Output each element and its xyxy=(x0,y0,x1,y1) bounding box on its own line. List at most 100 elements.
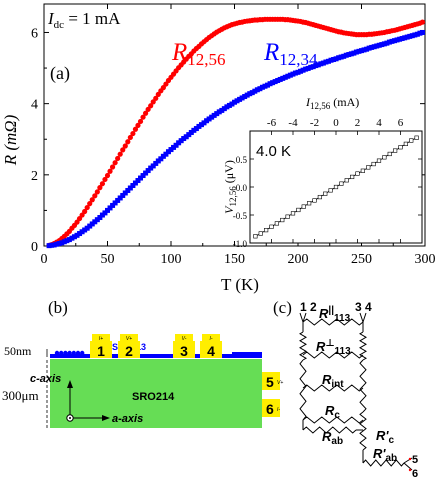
blue-data-point xyxy=(244,92,250,98)
resistor-r-perp-113 xyxy=(302,351,364,359)
y-tick-label: 6 xyxy=(31,26,38,41)
blue-data-point xyxy=(361,47,367,53)
blue-data-point xyxy=(89,221,95,227)
blue-data-point xyxy=(188,129,194,135)
panel-a-label: (a) xyxy=(50,63,70,84)
blue-data-point xyxy=(94,217,100,223)
blue-data-point xyxy=(270,80,276,86)
blue-data-point xyxy=(56,241,62,247)
a-axis-arrowhead xyxy=(102,415,110,421)
blue-data-point xyxy=(277,76,283,82)
blue-data-point xyxy=(198,122,204,128)
blue-data-point xyxy=(419,29,425,35)
blue-data-point xyxy=(280,75,286,81)
blue-data-point xyxy=(384,40,390,46)
blue-data-point xyxy=(92,219,98,225)
blue-data-point xyxy=(267,81,273,87)
blue-data-point xyxy=(366,45,372,51)
red-data-point xyxy=(127,134,133,141)
c-axis-arrowhead xyxy=(67,380,73,388)
blue-data-point xyxy=(160,153,166,159)
blue-data-point xyxy=(97,215,103,221)
blue-data-point xyxy=(292,70,298,76)
blue-data-point xyxy=(242,94,248,100)
blue-data-point xyxy=(102,210,108,216)
inset-data-point xyxy=(323,191,328,196)
blue-data-point xyxy=(153,160,159,166)
red-data-point xyxy=(122,143,128,149)
inset-data-point xyxy=(376,158,382,163)
blue-data-point xyxy=(120,192,126,198)
side-contact-5: 5 V+ xyxy=(262,372,283,390)
label-r-int: Rint xyxy=(322,372,344,390)
red-data-point xyxy=(132,126,139,132)
resistor-r-prime-c xyxy=(359,411,367,451)
contact-pad-1: I+1 xyxy=(90,334,112,359)
inset-data-point xyxy=(307,201,312,206)
blue-data-point xyxy=(229,101,235,107)
inset-x-tick-label: -2 xyxy=(310,117,319,129)
blue-data-point xyxy=(171,144,177,150)
blue-data-point xyxy=(196,123,202,129)
contact-tag: I+ xyxy=(99,336,103,342)
side-contact-pad xyxy=(262,399,280,417)
blue-data-point xyxy=(204,118,210,124)
blue-data-point xyxy=(46,243,52,249)
blue-data-point xyxy=(399,36,405,42)
blue-data-point xyxy=(224,104,230,110)
blue-data-point xyxy=(181,136,187,142)
inset-data-point xyxy=(328,188,333,193)
blue-data-point xyxy=(257,86,263,92)
circuit-node-6: 6 xyxy=(412,468,418,480)
blue-data-point xyxy=(252,88,258,94)
label-r-perp-113: R⊥113 xyxy=(316,338,351,357)
substrate-label: SRO214 xyxy=(132,391,175,403)
inset-x-tick-label: 6 xyxy=(398,117,404,129)
blue-data-point xyxy=(51,242,57,248)
inset-data-point xyxy=(296,207,301,213)
blue-data-point xyxy=(389,38,395,44)
resistor-r-int xyxy=(302,384,364,392)
substrate-thickness-label: 300μm xyxy=(2,388,39,403)
blue-data-point xyxy=(66,237,72,243)
blue-data-point xyxy=(348,51,354,57)
blue-data-point xyxy=(298,68,304,74)
blue-data-point xyxy=(374,43,380,49)
blue-data-point xyxy=(394,37,400,43)
side-contact-number: 5 xyxy=(266,374,274,390)
blue-data-point xyxy=(143,170,149,176)
inset-data-point xyxy=(264,228,269,233)
red-data-point xyxy=(112,160,118,166)
blue-data-point xyxy=(148,165,154,171)
red-data-point xyxy=(97,185,103,191)
inset-data-point xyxy=(344,178,349,183)
b-axis-dot xyxy=(69,417,71,419)
inset-data-point xyxy=(414,135,419,140)
film-edge-dot xyxy=(75,350,81,356)
contact-number: 1 xyxy=(97,343,105,359)
inset-data-point xyxy=(333,184,339,190)
inset-y-tick-label: 0.0 xyxy=(236,183,248,193)
contact-tab xyxy=(120,334,138,341)
inset-data-point xyxy=(355,171,360,176)
resistor-right-lower xyxy=(359,359,367,413)
blue-data-point xyxy=(176,140,182,146)
inset-data-point xyxy=(285,214,290,219)
legend-blue-series: R12,34 xyxy=(263,39,318,69)
resistor-left-lower xyxy=(299,359,307,421)
label-r-parallel-113: R||113 xyxy=(319,305,351,324)
blue-data-point xyxy=(305,65,311,71)
inset-data-point xyxy=(339,181,344,186)
blue-data-point xyxy=(404,34,410,40)
inset-data-point xyxy=(290,211,296,216)
top-contacts: I+1V+2V-3I-4 xyxy=(90,334,222,359)
blue-data-point xyxy=(376,42,382,48)
blue-data-point xyxy=(262,83,268,89)
contact-tab xyxy=(175,334,193,341)
a-axis-label: a-axis xyxy=(112,413,143,425)
blue-data-point xyxy=(356,48,362,54)
side-contact-tag: I- xyxy=(277,407,280,413)
blue-data-point xyxy=(407,33,413,39)
